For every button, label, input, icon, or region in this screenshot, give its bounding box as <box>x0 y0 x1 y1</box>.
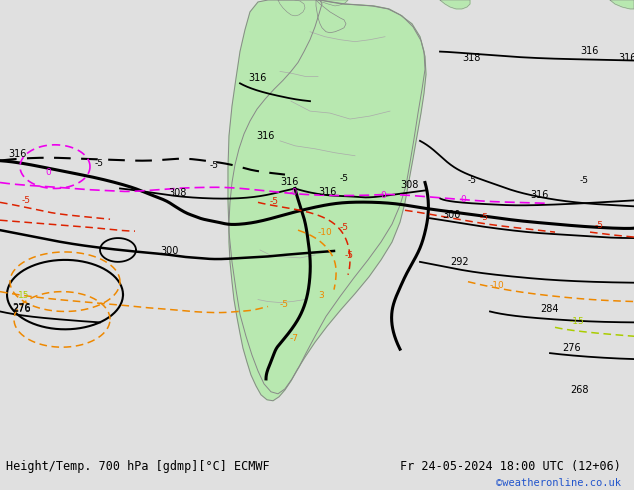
Text: 0: 0 <box>380 192 385 200</box>
Text: 276: 276 <box>12 303 30 314</box>
Text: Height/Temp. 700 hPa [gdmp][°C] ECMWF: Height/Temp. 700 hPa [gdmp][°C] ECMWF <box>6 460 270 473</box>
Text: -5: -5 <box>340 223 349 232</box>
Polygon shape <box>278 0 305 16</box>
Text: -0: -0 <box>290 189 298 197</box>
Text: -5: -5 <box>580 175 589 185</box>
Text: -5: -5 <box>210 161 219 170</box>
Text: 3: 3 <box>318 291 324 299</box>
Text: -5: -5 <box>340 173 349 183</box>
Text: -5: -5 <box>280 300 289 310</box>
Text: 316: 316 <box>256 131 275 141</box>
Text: -15: -15 <box>570 318 585 326</box>
Text: 316: 316 <box>580 46 598 55</box>
Text: 268: 268 <box>570 385 588 395</box>
Text: -7: -7 <box>290 334 299 343</box>
Polygon shape <box>318 0 348 6</box>
Text: 276: 276 <box>12 304 30 315</box>
Text: -10: -10 <box>318 228 333 237</box>
Polygon shape <box>229 0 426 401</box>
Polygon shape <box>228 0 425 394</box>
Text: 318: 318 <box>462 53 481 64</box>
Text: -5: -5 <box>345 251 354 260</box>
Text: 316: 316 <box>618 53 634 64</box>
Text: -10: -10 <box>490 281 505 290</box>
Text: -5: -5 <box>468 175 477 185</box>
Polygon shape <box>440 0 470 9</box>
Text: 292: 292 <box>450 257 469 267</box>
Text: 316: 316 <box>8 149 27 159</box>
Text: Fr 24-05-2024 18:00 UTC (12+06): Fr 24-05-2024 18:00 UTC (12+06) <box>401 460 621 473</box>
Text: 0: 0 <box>45 168 51 176</box>
Text: -5: -5 <box>480 213 489 222</box>
Text: -5: -5 <box>22 196 31 205</box>
Text: 316: 316 <box>530 191 548 200</box>
Text: 0: 0 <box>460 196 466 204</box>
Polygon shape <box>610 0 634 9</box>
Text: 284: 284 <box>540 304 559 315</box>
Text: 316: 316 <box>248 74 266 83</box>
Text: 15: 15 <box>18 291 30 299</box>
Text: -5: -5 <box>595 221 604 230</box>
Polygon shape <box>316 0 346 33</box>
Text: ©weatheronline.co.uk: ©weatheronline.co.uk <box>496 478 621 488</box>
Text: 300: 300 <box>442 210 460 220</box>
Text: 308: 308 <box>400 180 418 191</box>
Text: 276: 276 <box>562 343 581 353</box>
Text: 300: 300 <box>160 246 178 256</box>
Text: -5: -5 <box>270 197 279 206</box>
Text: 308: 308 <box>168 188 186 198</box>
Text: -5: -5 <box>95 159 104 168</box>
Text: 316: 316 <box>318 187 337 197</box>
Text: 316: 316 <box>280 177 299 188</box>
